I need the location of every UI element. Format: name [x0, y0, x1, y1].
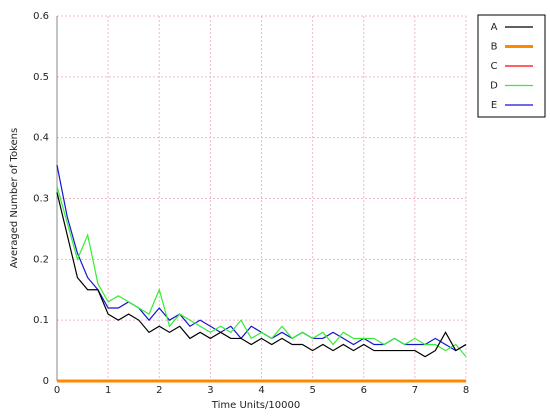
x-axis-label: Time Units/10000: [211, 400, 300, 411]
legend-label: B: [491, 42, 498, 53]
y-tick-label: 0: [43, 376, 49, 387]
y-axis-label: Averaged Number of Tokens: [9, 128, 20, 268]
x-tick-label: 7: [412, 385, 418, 396]
x-tick-label: 5: [309, 385, 315, 396]
y-tick-label: 0.5: [33, 72, 49, 83]
legend-label: C: [491, 61, 498, 72]
data-line: [56, 192, 467, 358]
y-tick-label: 0.3: [33, 194, 49, 205]
x-tick-label: 2: [156, 385, 162, 396]
x-tick-label: 4: [258, 385, 264, 396]
data-line: [56, 186, 467, 358]
x-tick-label: 1: [105, 385, 111, 396]
legend-label: D: [490, 81, 498, 92]
y-tick-label: 0.1: [33, 315, 49, 326]
y-tick-label: 0.6: [33, 11, 49, 22]
x-tick-label: 3: [207, 385, 213, 396]
legend-label: A: [491, 22, 498, 33]
x-tick-label: 0: [54, 385, 60, 396]
x-tick-label: 6: [361, 385, 367, 396]
y-tick-label: 0.4: [33, 133, 49, 144]
x-tick-label: 8: [463, 385, 469, 396]
legend-label: E: [491, 100, 497, 111]
y-tick-label: 0.2: [33, 254, 49, 265]
